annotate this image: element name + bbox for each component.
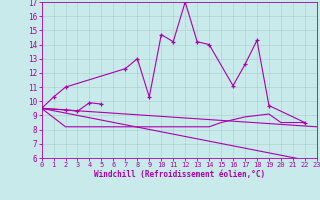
- X-axis label: Windchill (Refroidissement éolien,°C): Windchill (Refroidissement éolien,°C): [94, 170, 265, 179]
